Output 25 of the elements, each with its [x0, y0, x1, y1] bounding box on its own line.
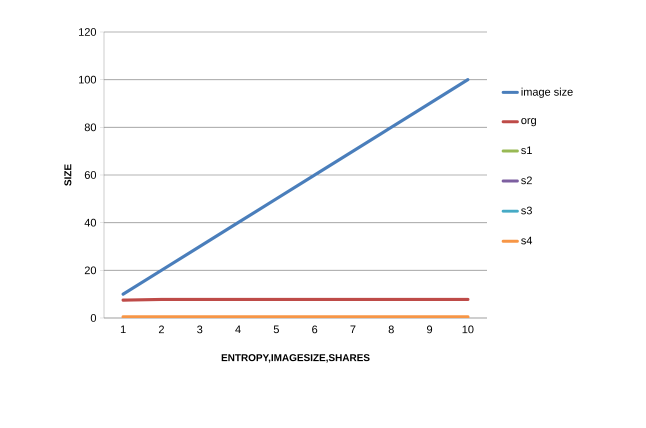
x-tick-label: 9: [427, 326, 432, 334]
y-tick-label: 80: [84, 123, 96, 132]
x-tick-label: 5: [274, 326, 279, 334]
x-tick-label: 8: [388, 326, 394, 334]
y-tick-label: 60: [84, 171, 96, 179]
x-tick-label: 7: [350, 326, 356, 334]
legend-label: s3: [521, 206, 532, 214]
y-axis-title: SIZE: [64, 164, 72, 186]
legend-label: image size: [522, 88, 573, 98]
y-tick-label: 100: [79, 76, 96, 84]
x-tick-label: 1: [120, 326, 126, 334]
x-tick-label: 6: [312, 326, 318, 334]
x-tick-label: 2: [158, 326, 164, 334]
y-tick-label: 40: [84, 218, 96, 227]
legend-label: s1: [521, 146, 532, 154]
x-tick-label: 3: [197, 326, 202, 334]
y-tick-label: 0: [90, 314, 96, 322]
x-axis-title: ENTROPY,IMAGESIZE,SHARES: [222, 354, 370, 363]
legend-label: s4: [521, 236, 532, 244]
x-tick-label: 4: [235, 326, 241, 334]
legend-label: org: [521, 118, 536, 126]
x-tick-label: 10: [462, 326, 474, 334]
legend-label: s2: [521, 176, 532, 184]
y-tick-label: 120: [79, 28, 96, 36]
y-tick-label: 20: [84, 266, 96, 274]
